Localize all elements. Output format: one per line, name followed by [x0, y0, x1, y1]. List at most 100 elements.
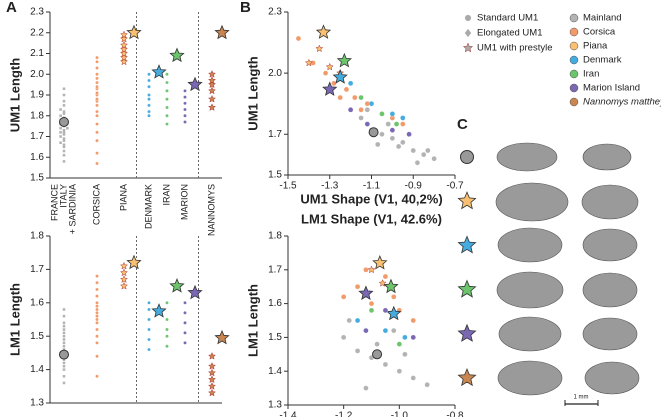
data-point: [62, 104, 66, 107]
data-point: [95, 72, 99, 77]
data-point: [363, 385, 369, 391]
data-point: [325, 62, 334, 71]
data-point: [363, 327, 369, 334]
data-point: [391, 327, 397, 334]
data-point: [207, 103, 217, 111]
data-point: [147, 97, 151, 101]
data-point: [382, 327, 389, 334]
data-point: [95, 60, 99, 64]
data-point: [95, 66, 99, 70]
data-point: [95, 307, 99, 312]
data-point: [379, 111, 385, 117]
data-point: [165, 105, 169, 110]
y-tick-label: 1.9: [30, 90, 44, 101]
mean-marker: [59, 116, 69, 127]
data-point: [147, 307, 151, 312]
x-tick-label: DENMARK: [143, 184, 153, 229]
data-point: [62, 328, 66, 331]
data-point: [119, 40, 129, 49]
x-tick-label: -1.1: [363, 181, 381, 192]
tooth-images: [495, 142, 640, 396]
legend-marker: [462, 42, 474, 53]
y-tick-label: 1.5: [30, 331, 44, 342]
data-point: [183, 331, 187, 335]
data-point: [410, 317, 416, 324]
data-point: [346, 317, 352, 324]
data-point: [95, 151, 99, 155]
data-point: [400, 139, 406, 146]
data-point: [364, 107, 370, 113]
mean-marker: [322, 81, 338, 96]
mean-marker: [358, 285, 374, 300]
data-point: [147, 327, 151, 332]
data-point: [347, 107, 354, 113]
data-point: [425, 147, 431, 154]
data-point: [431, 156, 437, 162]
data-point: [367, 265, 376, 274]
data-point: [165, 317, 169, 322]
data-point: [119, 261, 129, 270]
mean-marker: [169, 47, 185, 63]
data-point: [183, 89, 187, 93]
y-tick-label: 2.1: [30, 48, 44, 59]
data-point: [119, 34, 129, 43]
data-point: [304, 58, 313, 67]
data-point: [382, 307, 389, 314]
data-point: [62, 160, 66, 163]
tooth-image: [496, 142, 558, 172]
data-point: [59, 108, 62, 111]
data-point: [368, 300, 375, 307]
data-point: [389, 127, 396, 133]
data-point: [382, 361, 389, 368]
data-point: [66, 126, 69, 130]
data-point: [62, 364, 66, 368]
data-point: [62, 344, 66, 348]
data-point: [95, 317, 99, 322]
data-point: [358, 115, 364, 121]
data-point: [391, 294, 397, 300]
data-point: [62, 314, 66, 318]
y-tick-label: 1.5: [268, 170, 282, 181]
legend-label: Standard UM1: [477, 13, 538, 24]
mean-marker: [368, 127, 379, 138]
row-icon: [457, 367, 477, 387]
mean-marker: [169, 278, 185, 293]
data-point: [62, 143, 66, 147]
row-icon: [460, 150, 474, 164]
data-point: [352, 94, 358, 101]
tooth-image: [582, 272, 638, 308]
row-icon: [457, 235, 477, 254]
data-point: [147, 317, 151, 322]
y-tick-label: 1.8: [30, 231, 44, 242]
data-point: [147, 72, 151, 77]
data-point: [343, 86, 350, 93]
data-point: [62, 361, 66, 365]
data-point: [402, 334, 408, 341]
data-point: [354, 317, 361, 324]
data-point: [165, 327, 169, 332]
data-point: [147, 347, 151, 352]
data-point: [207, 76, 217, 84]
x-tick-label: -1.3: [321, 181, 339, 192]
data-point: [165, 97, 169, 101]
data-point: [62, 308, 66, 311]
y-axis-label: LM1 Length: [7, 283, 22, 356]
data-point: [315, 44, 324, 53]
data-point: [165, 122, 169, 126]
y-axis-label: UM1 Length: [7, 58, 22, 132]
data-point: [393, 121, 400, 127]
tooth-image: [496, 271, 564, 309]
data-point: [395, 143, 402, 150]
data-point: [95, 281, 99, 285]
data-point: [207, 375, 217, 384]
data-point: [207, 69, 217, 78]
data-point: [59, 126, 62, 130]
y-tick-label: 1.4: [30, 364, 44, 375]
legend-label: Mainland: [583, 13, 622, 24]
y-tick-label: 1.8: [30, 110, 44, 121]
data-point: [62, 137, 66, 140]
x-tick-label: MARION: [179, 184, 189, 220]
data-point: [95, 321, 99, 325]
legend-swatch: [569, 97, 579, 107]
data-point: [95, 334, 99, 338]
